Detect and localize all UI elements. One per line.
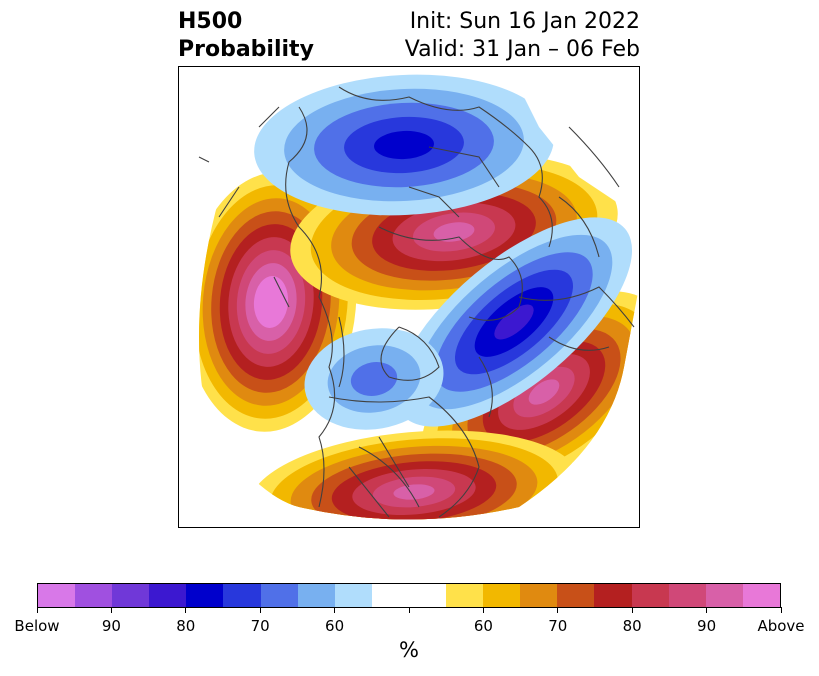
colorbar-tick-label: 80 bbox=[176, 617, 196, 635]
colorbar-tick-label: 80 bbox=[622, 617, 642, 635]
title-line-type: Probability bbox=[178, 37, 314, 62]
init-date: Init: Sun 16 Jan 2022 bbox=[409, 9, 640, 34]
colorbar-segment bbox=[149, 584, 187, 607]
anomaly-contour bbox=[528, 379, 560, 405]
coastlines bbox=[198, 86, 635, 518]
colorbar-unit-label: % bbox=[399, 638, 419, 662]
anomaly-contour bbox=[262, 289, 280, 315]
colorbar-segment bbox=[38, 584, 76, 607]
colorbar-tick-label: 60 bbox=[473, 617, 493, 635]
colorbar-tick bbox=[334, 607, 336, 613]
colorbar-segment bbox=[223, 584, 261, 607]
map-title: H500 Probability bbox=[178, 8, 314, 64]
colorbar-segment bbox=[371, 584, 409, 607]
colorbar-segment bbox=[334, 584, 372, 607]
colorbar-segment bbox=[112, 584, 150, 607]
colorbar-tick-label: 70 bbox=[250, 617, 270, 635]
colorbar-segment bbox=[631, 584, 669, 607]
anomaly-below-europe bbox=[395, 217, 633, 427]
colorbar-segment bbox=[297, 584, 335, 607]
anomaly-contour bbox=[433, 222, 475, 242]
valid-range: Valid: 31 Jan – 06 Feb bbox=[404, 37, 640, 62]
colorbar-segment bbox=[446, 584, 484, 607]
colorbar-segment bbox=[742, 584, 780, 607]
colorbar-segment bbox=[557, 584, 595, 607]
colorbar-segment bbox=[260, 584, 298, 607]
colorbar-segment bbox=[520, 584, 558, 607]
colorbar-tick-label: 70 bbox=[548, 617, 568, 635]
colorbar-tick-label: Below bbox=[14, 617, 60, 635]
colorbar-tick bbox=[780, 607, 782, 613]
anomaly-contour bbox=[494, 304, 534, 340]
colorbar-tick-label: Above bbox=[757, 617, 805, 635]
colorbar-segment bbox=[483, 584, 521, 607]
anomaly-contour bbox=[374, 130, 434, 160]
colorbar-segment bbox=[668, 584, 706, 607]
colorbar-tick bbox=[185, 607, 187, 613]
colorbar-tick bbox=[706, 607, 708, 613]
colorbar-segment bbox=[186, 584, 224, 607]
colorbar-tick bbox=[631, 607, 633, 613]
anomaly-below-canada bbox=[304, 328, 444, 430]
colorbar-tick bbox=[557, 607, 559, 613]
colorbar-tick-label: 60 bbox=[325, 617, 345, 635]
anomaly-contour bbox=[393, 484, 435, 500]
colorbar-tick-label: 90 bbox=[101, 617, 121, 635]
anomaly-above-pacific bbox=[199, 172, 357, 432]
colorbar-tick-label: 90 bbox=[697, 617, 717, 635]
anomaly-below-siberia bbox=[254, 74, 554, 216]
colorbar-segment bbox=[408, 584, 447, 607]
colorbar-tick bbox=[110, 607, 112, 613]
colorbar-segment bbox=[75, 584, 113, 607]
colorbar-tick bbox=[259, 607, 261, 613]
colorbar-segment bbox=[705, 584, 743, 607]
colorbar-tick bbox=[36, 607, 38, 613]
colorbar-tick bbox=[408, 607, 410, 613]
colorbar bbox=[37, 583, 781, 608]
colorbar-tick bbox=[482, 607, 484, 613]
map-panel bbox=[178, 66, 640, 528]
anomaly-field bbox=[199, 74, 639, 520]
map-dates: Init: Sun 16 Jan 2022 Valid: 31 Jan – 06… bbox=[405, 8, 640, 64]
title-line-variable: H500 bbox=[178, 9, 243, 34]
probability-map bbox=[198, 74, 639, 520]
colorbar-segment bbox=[594, 584, 632, 607]
anomaly-contour bbox=[350, 362, 398, 396]
